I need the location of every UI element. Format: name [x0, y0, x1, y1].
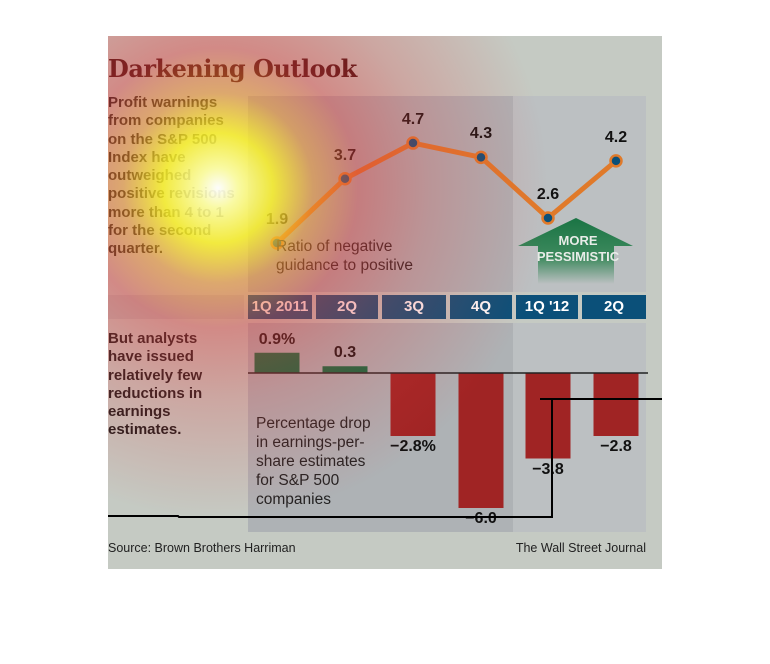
- trace-overlay: [108, 398, 662, 518]
- chart-graphic: Darkening Outlook Profit warnings from c…: [108, 36, 662, 569]
- trace-line: [108, 398, 662, 518]
